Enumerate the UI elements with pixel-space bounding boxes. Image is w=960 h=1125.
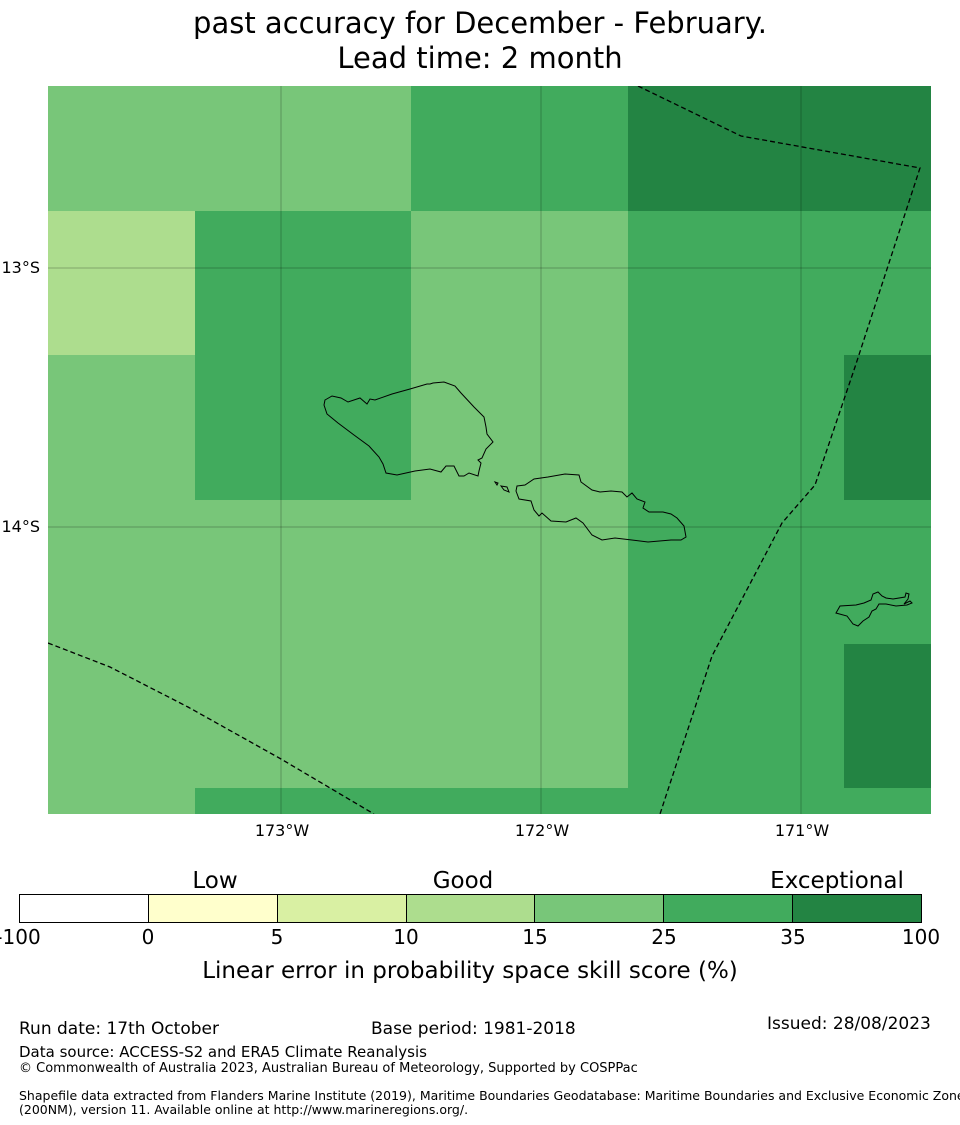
issued-date-text: Issued: 28/08/2023 <box>767 1014 931 1034</box>
colorbar-category-exceptional: Exceptional <box>770 868 904 894</box>
savaii-island-outline <box>323 381 494 477</box>
map-title-line-3: Lead time: 2 month <box>337 41 623 75</box>
data-source-text: Data source: ACCESS-S2 and ERA5 Climate … <box>19 1043 427 1061</box>
colorbar-segment <box>277 895 407 922</box>
tutuila-island-outline <box>835 591 913 627</box>
run-date-text: Run date: 17th October <box>19 1019 219 1039</box>
manono-island-outline <box>493 481 499 486</box>
colorbar-tick: 10 <box>393 925 419 949</box>
skill-cell <box>844 500 931 644</box>
colorbar-segment <box>793 895 922 922</box>
copyright-text: © Commonwealth of Australia 2023, Austra… <box>19 1061 638 1076</box>
eez-boundary-southwest <box>48 642 375 814</box>
colorbar-tick: 25 <box>651 925 677 949</box>
skill-cell <box>195 500 628 788</box>
colorbar-tick: 100 <box>901 925 941 949</box>
skill-cell <box>844 644 931 788</box>
islands <box>323 381 913 627</box>
colorbar-tick: 0 <box>141 925 155 949</box>
colorbar-segment <box>406 895 536 922</box>
eez-boundaries <box>48 86 921 814</box>
colorbar-label: Linear error in probability space skill … <box>202 958 738 984</box>
lon-label-172w: 172°W <box>514 821 570 840</box>
lat-label-14s: 14°S <box>1 517 40 536</box>
colorbar-tick: 15 <box>522 925 548 949</box>
apolima-island-outline <box>499 485 510 493</box>
base-period-text: Base period: 1981-2018 <box>371 1019 576 1039</box>
skill-cell <box>411 86 628 211</box>
upolu-island-outline <box>515 473 687 543</box>
skill-cell <box>195 211 411 500</box>
skill-cell <box>48 211 195 355</box>
colorbar-tick: -100 <box>0 925 41 949</box>
skill-cell <box>48 788 195 814</box>
skill-cell <box>411 211 628 500</box>
colorbar-category-low: Low <box>192 868 238 894</box>
lon-label-171w: 171°W <box>774 821 830 840</box>
shapefile-credit-line-2: (200NM), version 11. Available online at… <box>19 1102 469 1117</box>
skill-cell <box>48 355 195 788</box>
skill-map-canvas <box>48 86 931 814</box>
eez-boundary-northeast <box>637 86 921 814</box>
colorbar-tick: 35 <box>780 925 806 949</box>
skill-cell <box>844 355 931 500</box>
skill-cell <box>48 86 411 211</box>
shapefile-credit-line-1: Shapefile data extracted from Flanders M… <box>19 1088 960 1103</box>
skill-cell <box>628 211 931 355</box>
skill-cell <box>195 788 931 814</box>
colorbar-segment <box>148 895 278 922</box>
lon-label-173w: 173°W <box>254 821 310 840</box>
colorbar-tick: 5 <box>270 925 284 949</box>
map-title-line-2: past accuracy for December - February. <box>193 6 767 40</box>
skill-cell <box>628 355 844 788</box>
colorbar-segment <box>535 895 665 922</box>
graticule <box>48 86 931 814</box>
skill-cell <box>628 86 931 211</box>
skill-map[interactable] <box>48 86 931 814</box>
colorbar-segment <box>664 895 794 922</box>
colorbar-segment <box>20 895 149 922</box>
colorbar <box>19 894 922 923</box>
skill-grid <box>48 86 931 814</box>
colorbar-category-good: Good <box>432 868 494 894</box>
lat-label-13s: 13°S <box>1 258 40 277</box>
